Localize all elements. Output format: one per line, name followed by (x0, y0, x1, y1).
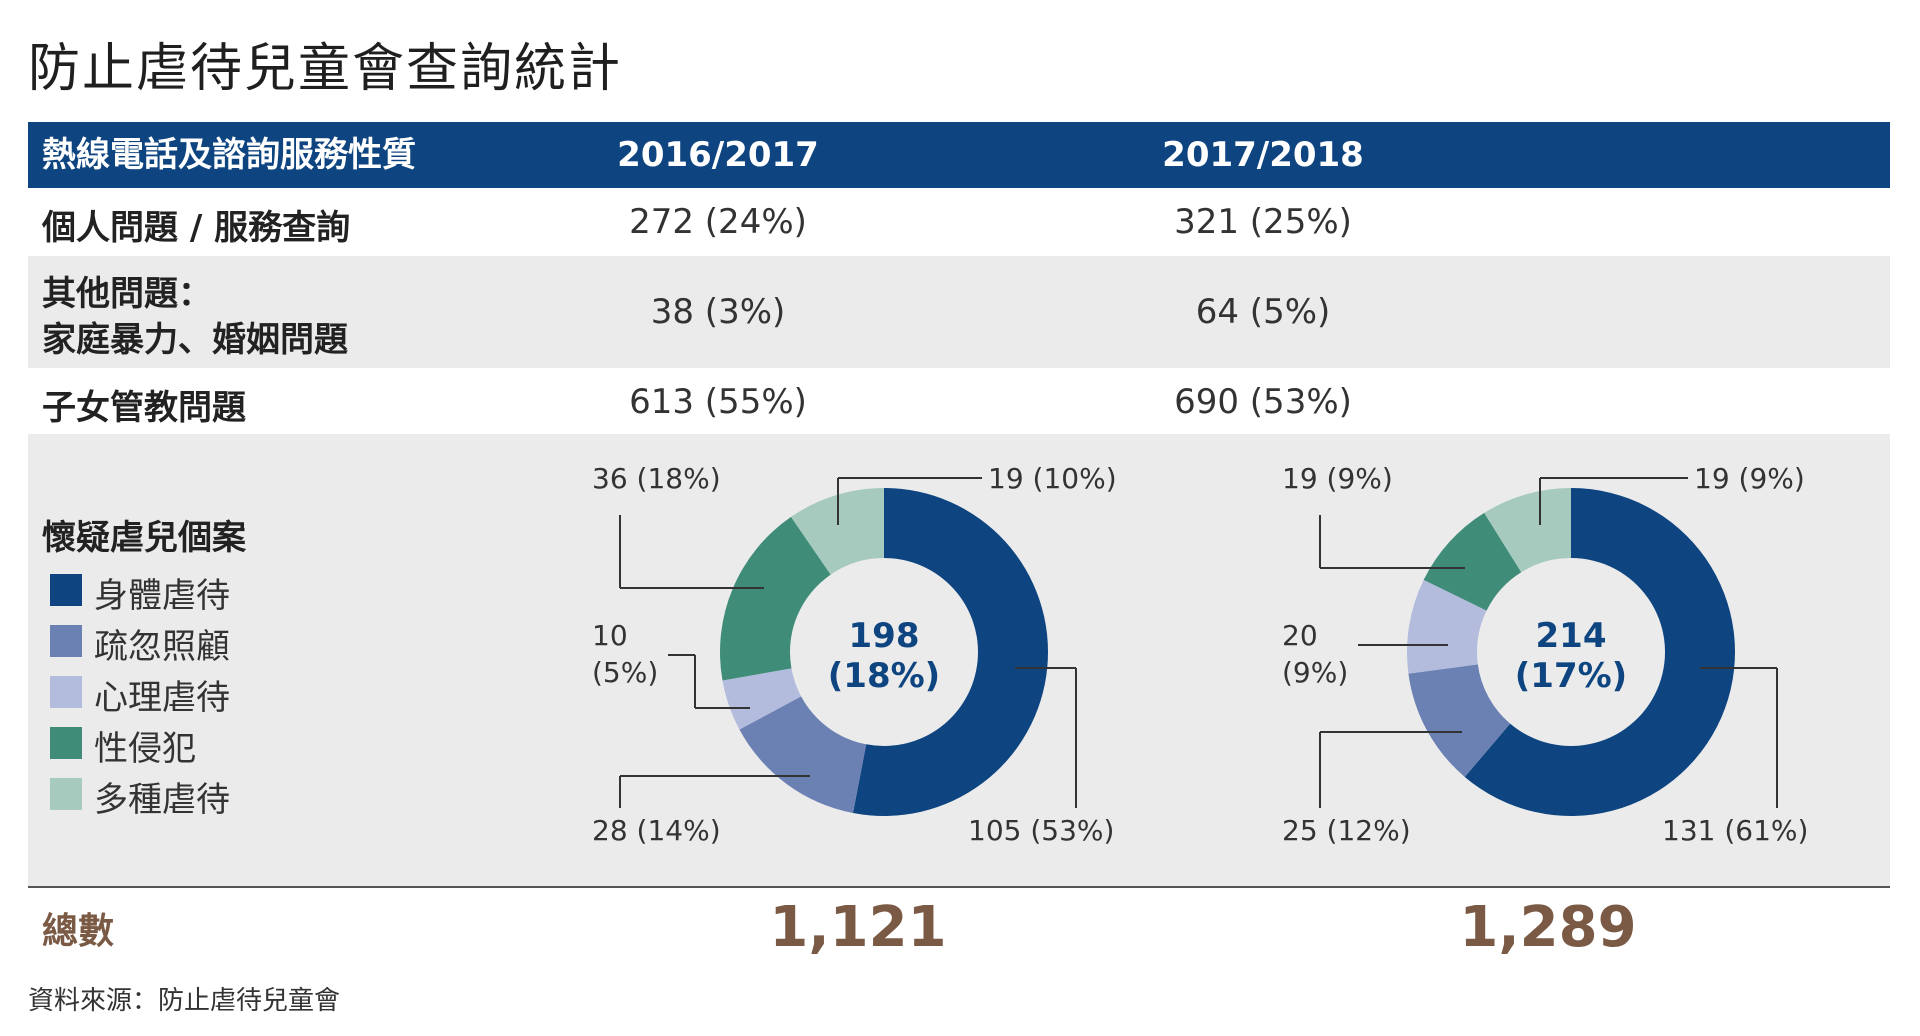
slice-physical (852, 488, 1049, 817)
slice-neglect (739, 696, 867, 814)
slice-label-neglect: 25 (12%) (1282, 814, 1411, 847)
abuse-section-label: 懷疑虐兒個案 (42, 518, 246, 558)
slice-label-psychological: 20 (1282, 619, 1318, 652)
table-divider (28, 886, 1890, 888)
legend-label: 疏忽照顧 (94, 627, 230, 667)
donut-center-value: 214 (1536, 616, 1607, 656)
row-label: 個人問題 / 服務查詢 (42, 208, 351, 248)
page-title: 防止虐待兒童會查詢統計 (28, 39, 623, 99)
slice-label-psychological-pct: (5%) (592, 656, 658, 689)
header-year2: 2017/2018 (1162, 135, 1364, 175)
donut-center-pct: (17%) (1515, 656, 1627, 696)
slice-label-multiple: 19 (10%) (988, 462, 1117, 495)
table-row: 子女管教問題 613 (55%) 690 (53%) (28, 368, 1890, 434)
legend-label: 身體虐待 (94, 576, 230, 616)
legend-swatch (50, 676, 82, 708)
donut-chart-2016: 198 (18%) 19 (10%) 36 (18%) 10 (5%) 28 (… (592, 462, 1117, 847)
total-value-year2: 1,289 (1459, 895, 1637, 960)
legend-swatch (50, 778, 82, 810)
legend-swatch (50, 574, 82, 606)
row-label-line1: 其他問題： (42, 274, 212, 314)
slice-sexual (720, 516, 831, 681)
donut-center-value: 198 (849, 616, 920, 656)
slice-label-physical: 131 (61%) (1662, 814, 1808, 847)
legend-label: 心理虐待 (94, 678, 230, 718)
row-label-line2: 家庭暴力、婚姻問題 (42, 320, 348, 360)
header-category: 熱線電話及諮詢服務性質 (42, 135, 416, 175)
donut-center-pct: (18%) (828, 656, 940, 696)
legend-swatch (50, 625, 82, 657)
slice-label-psychological: 10 (592, 619, 628, 652)
donut-chart-2017: 214 (17%) 19 (9%) 19 (9%) 20 (9%) 25 (12… (1282, 462, 1808, 847)
row-value-year1: 38 (3%) (650, 292, 786, 332)
row-value-year2: 321 (25%) (1174, 202, 1352, 242)
row-value-year1: 272 (24%) (629, 202, 807, 242)
row-value-year2: 64 (5%) (1195, 292, 1331, 332)
row-value-year2: 690 (53%) (1174, 382, 1352, 422)
row-label: 子女管教問題 (42, 388, 246, 428)
slice-label-multiple: 19 (9%) (1694, 462, 1805, 495)
slice-physical (1464, 488, 1735, 816)
legend-label: 性侵犯 (94, 729, 196, 769)
slice-label-sexual: 19 (9%) (1282, 462, 1393, 495)
row-value-year1: 613 (55%) (629, 382, 807, 422)
source-note: 資料來源：防止虐待兒童會 (28, 986, 341, 1016)
slice-label-physical: 105 (53%) (968, 814, 1114, 847)
table-header: 熱線電話及諮詢服務性質 2016/2017 2017/2018 (28, 122, 1890, 188)
slice-label-neglect: 28 (14%) (592, 814, 721, 847)
legend-swatch (50, 727, 82, 759)
table-row: 其他問題： 家庭暴力、婚姻問題 38 (3%) 64 (5%) (28, 256, 1890, 368)
total-value-year1: 1,121 (769, 895, 947, 960)
table-row: 個人問題 / 服務查詢 272 (24%) 321 (25%) (28, 188, 1890, 256)
slice-label-sexual: 36 (18%) (592, 462, 721, 495)
slice-neglect (1408, 664, 1511, 777)
slice-multiple (791, 487, 884, 575)
slice-label-psychological-pct: (9%) (1282, 656, 1348, 689)
header-year1: 2016/2017 (617, 135, 819, 175)
legend-label: 多種虐待 (94, 780, 230, 820)
total-label: 總數 (42, 911, 115, 952)
slice-psychological (1407, 579, 1487, 674)
slice-sexual (1423, 512, 1522, 611)
slice-psychological (722, 668, 802, 730)
slice-multiple (1484, 488, 1571, 573)
